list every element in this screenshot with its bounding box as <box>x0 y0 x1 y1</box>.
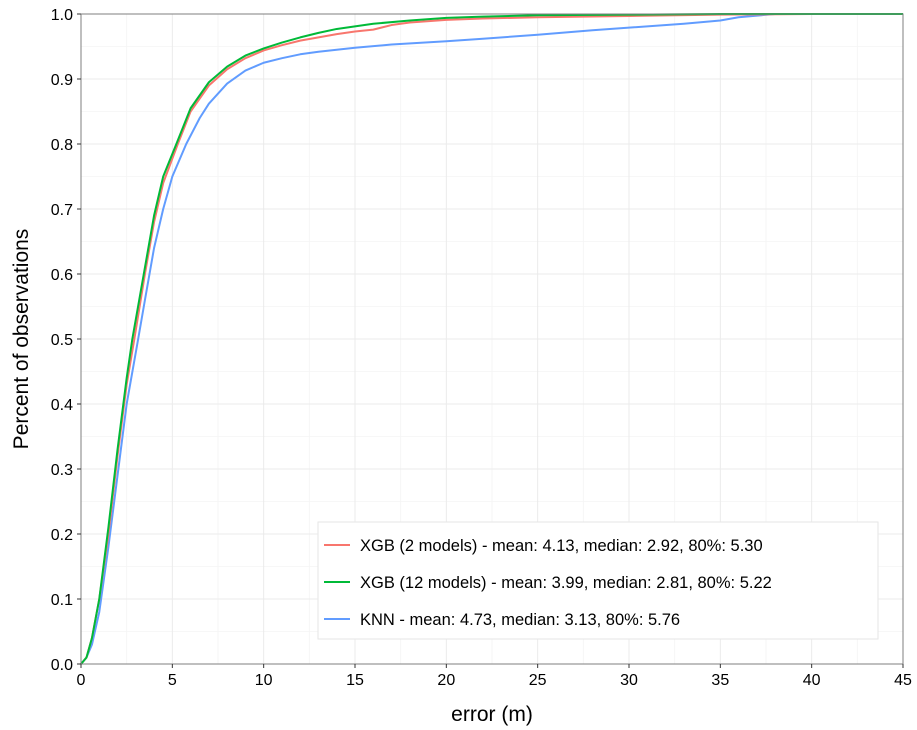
y-axis-title: Percent of observations <box>10 229 33 450</box>
y-tick-label: 0.4 <box>51 397 73 414</box>
x-axis-title: error (m) <box>451 703 533 726</box>
y-axis: 0.0 0.1 0.2 0.3 0.4 0.5 0.6 0.7 0.8 0.9 1.0 <box>51 7 81 674</box>
legend-label-knn: KNN - mean: 4.73, median: 3.13, 80%: 5.7… <box>360 611 680 629</box>
y-tick-label: 0.6 <box>51 267 73 284</box>
x-axis: 0 5 10 15 20 25 30 35 40 45 <box>77 664 912 689</box>
x-tick-label: 15 <box>346 672 364 689</box>
x-tick-label: 0 <box>77 672 86 689</box>
legend-label-xgb-2-models: XGB (2 models) - mean: 4.13, median: 2.9… <box>360 537 763 555</box>
x-tick-label: 25 <box>529 672 547 689</box>
y-tick-label: 0.8 <box>51 137 73 154</box>
x-tick-label: 45 <box>894 672 912 689</box>
x-tick-label: 30 <box>620 672 638 689</box>
y-tick-label: 0.2 <box>51 527 73 544</box>
y-tick-label: 0.7 <box>51 202 73 219</box>
x-tick-label: 40 <box>803 672 821 689</box>
legend: XGB (2 models) - mean: 4.13, median: 2.9… <box>318 522 878 639</box>
x-tick-label: 20 <box>437 672 455 689</box>
x-tick-label: 10 <box>255 672 273 689</box>
x-tick-label: 5 <box>168 672 177 689</box>
y-tick-label: 0.5 <box>51 332 73 349</box>
y-tick-label: 1.0 <box>51 7 73 24</box>
y-tick-label: 0.3 <box>51 462 73 479</box>
legend-label-xgb-12-models: XGB (12 models) - mean: 3.99, median: 2.… <box>360 574 772 592</box>
y-tick-label: 0.0 <box>51 657 73 674</box>
y-tick-label: 0.1 <box>51 592 73 609</box>
y-tick-label: 0.9 <box>51 72 73 89</box>
x-tick-label: 35 <box>711 672 729 689</box>
